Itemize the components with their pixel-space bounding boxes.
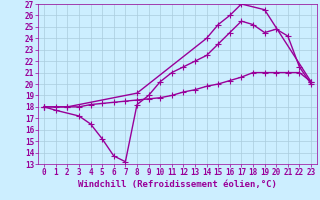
X-axis label: Windchill (Refroidissement éolien,°C): Windchill (Refroidissement éolien,°C)	[78, 180, 277, 189]
